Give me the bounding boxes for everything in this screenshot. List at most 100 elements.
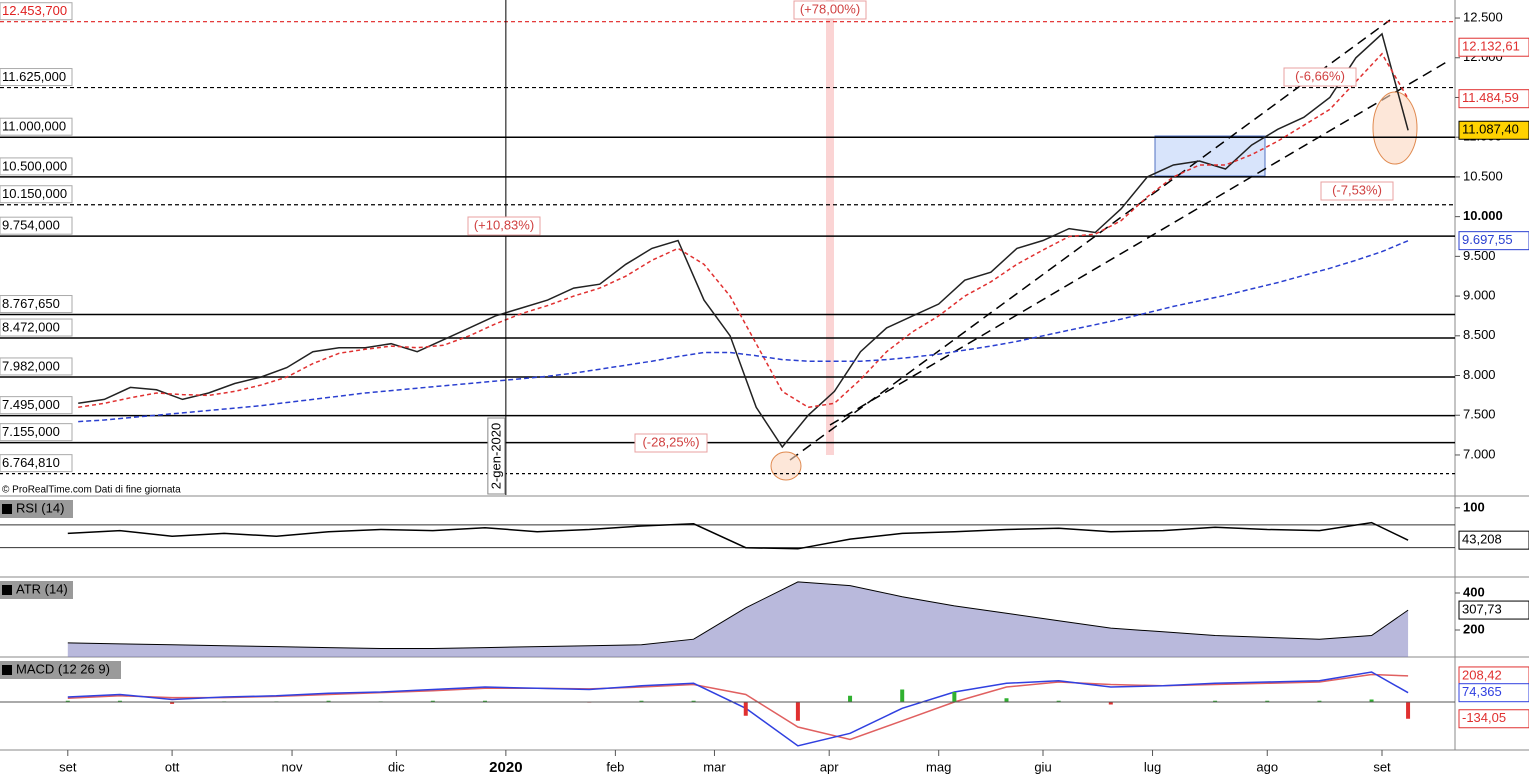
price-tag-label: 208,42 <box>1462 667 1502 682</box>
x-tick-label: set <box>59 759 77 774</box>
histogram-bar <box>1004 698 1009 702</box>
x-tick-label: dic <box>388 759 405 774</box>
price-tag <box>1458 37 1529 57</box>
level-label: 8.767,650 <box>2 296 60 311</box>
annotation-box <box>793 0 867 20</box>
x-tick-label: giu <box>1034 759 1051 774</box>
series-line <box>78 32 1409 449</box>
x-tick-label: nov <box>282 759 303 774</box>
y-tick-label: 10.500 <box>1463 168 1503 183</box>
histogram-bar <box>65 700 70 702</box>
histogram-bar <box>117 700 122 702</box>
panel-title: ATR (14) <box>16 581 68 596</box>
histogram-bar <box>1406 702 1411 719</box>
y-tick-label: 8.500 <box>1463 327 1496 342</box>
panel-title-box <box>0 500 73 518</box>
histogram-bar <box>1317 700 1322 702</box>
price-tag-label: 43,208 <box>1462 532 1502 547</box>
histogram-bar <box>900 689 905 702</box>
level-label-box <box>0 454 73 473</box>
y-tick-label: 400 <box>1463 584 1485 599</box>
area <box>67 581 1409 657</box>
x-tick-label: ott <box>165 759 180 774</box>
y-tick-label: 7.000 <box>1463 446 1496 461</box>
x-tick-label: set <box>1373 759 1391 774</box>
level-label-box <box>0 357 73 376</box>
y-tick-label: 10.000 <box>1463 208 1503 223</box>
highlight-circle <box>770 451 802 481</box>
footer: © ProRealTime.com Dati di fine giornata <box>2 485 181 496</box>
level-label-box <box>0 157 73 176</box>
x-tick-label: feb <box>606 759 624 774</box>
level-label-box <box>0 68 73 87</box>
price-tag <box>1458 89 1529 109</box>
level-label: 11.000,000 <box>2 119 66 134</box>
y-tick-label: 7.500 <box>1463 407 1496 422</box>
date-marker-label: 2-gen-2020 <box>488 423 503 490</box>
annotation-box <box>467 216 541 236</box>
histogram-bar <box>639 700 644 702</box>
level-label-box <box>0 117 73 136</box>
histogram-bar <box>1265 700 1270 702</box>
area-line <box>67 581 1409 649</box>
price-tag-label: 307,73 <box>1462 601 1502 616</box>
annotation-box <box>634 433 708 453</box>
level-label: 10.150,000 <box>2 186 67 201</box>
annotation: (-6,66%) <box>1295 68 1345 83</box>
panel-title: RSI (14) <box>16 500 64 515</box>
level-label-box <box>0 2 73 21</box>
price-tag-label: 12.132,61 <box>1462 39 1520 54</box>
level-label-box <box>0 185 73 204</box>
panel-title-icon <box>2 585 12 595</box>
y-tick-label: 8.000 <box>1463 367 1496 382</box>
annotation-box <box>1320 181 1394 201</box>
price-tag-label: 11.087,40 <box>1462 122 1519 137</box>
level-label: 11.625,000 <box>2 69 66 84</box>
x-tick-label: mar <box>703 759 726 774</box>
level-label: 6.764,810 <box>2 455 60 470</box>
level-label: 9.754,000 <box>2 218 60 233</box>
histogram-bar <box>1108 702 1113 705</box>
histogram-bar <box>430 700 435 702</box>
histogram-bar <box>952 692 957 702</box>
panel-title-box <box>0 581 73 599</box>
price-tag <box>1458 530 1529 550</box>
price-tag <box>1458 709 1529 729</box>
histogram-bar <box>170 702 175 704</box>
panel-title: MACD (12 26 9) <box>16 661 110 676</box>
histogram-bar <box>795 702 800 721</box>
annotation: (-28,25%) <box>642 434 699 449</box>
date-marker-box <box>487 417 506 495</box>
histogram-bar <box>1213 700 1218 702</box>
histogram-bar <box>848 695 853 702</box>
x-tick-label: 2020 <box>489 759 522 776</box>
annotation: (+78,00%) <box>800 1 860 16</box>
y-tick-label: 200 <box>1463 621 1485 636</box>
x-tick-label: apr <box>820 759 839 774</box>
level-label-box <box>0 318 73 337</box>
price-tag <box>1458 231 1529 251</box>
channel-line <box>829 59 1451 426</box>
highlight-circle <box>1372 91 1418 165</box>
panel-title-icon <box>2 665 12 675</box>
x-tick-label: lug <box>1144 759 1161 774</box>
level-label: 10.500,000 <box>2 158 67 173</box>
price-tag-label: 74,365 <box>1462 684 1502 699</box>
level-label-box <box>0 295 73 314</box>
level-label: 7.495,000 <box>2 397 60 412</box>
histogram-bar <box>743 702 748 716</box>
level-label-box <box>0 396 73 415</box>
level-label: 12.453,700 <box>2 3 67 18</box>
histogram-bar <box>483 700 487 702</box>
y-tick-label: 9.500 <box>1463 248 1496 263</box>
y-tick-label: 9.000 <box>1463 288 1496 303</box>
channel-line <box>789 19 1391 461</box>
series-line <box>78 52 1409 409</box>
level-label-box <box>0 423 73 442</box>
annotation-box <box>1283 67 1357 87</box>
panel-title-icon <box>2 504 12 514</box>
level-label: 8.472,000 <box>2 319 60 334</box>
annotation: (+10,83%) <box>474 217 534 232</box>
